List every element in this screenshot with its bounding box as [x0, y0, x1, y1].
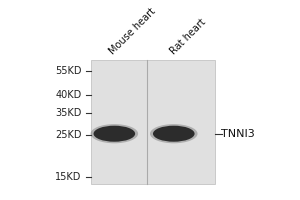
Text: 25KD: 25KD: [55, 130, 82, 140]
Text: Mouse heart: Mouse heart: [107, 6, 158, 56]
Text: 35KD: 35KD: [55, 108, 82, 118]
Ellipse shape: [94, 126, 135, 142]
Text: 40KD: 40KD: [56, 90, 82, 100]
Text: Rat heart: Rat heart: [168, 17, 208, 56]
FancyBboxPatch shape: [91, 60, 215, 184]
Text: 15KD: 15KD: [55, 172, 82, 182]
Text: 55KD: 55KD: [55, 66, 82, 76]
Text: TNNI3: TNNI3: [221, 129, 254, 139]
Ellipse shape: [150, 124, 198, 143]
Ellipse shape: [91, 124, 138, 143]
Ellipse shape: [153, 126, 195, 142]
